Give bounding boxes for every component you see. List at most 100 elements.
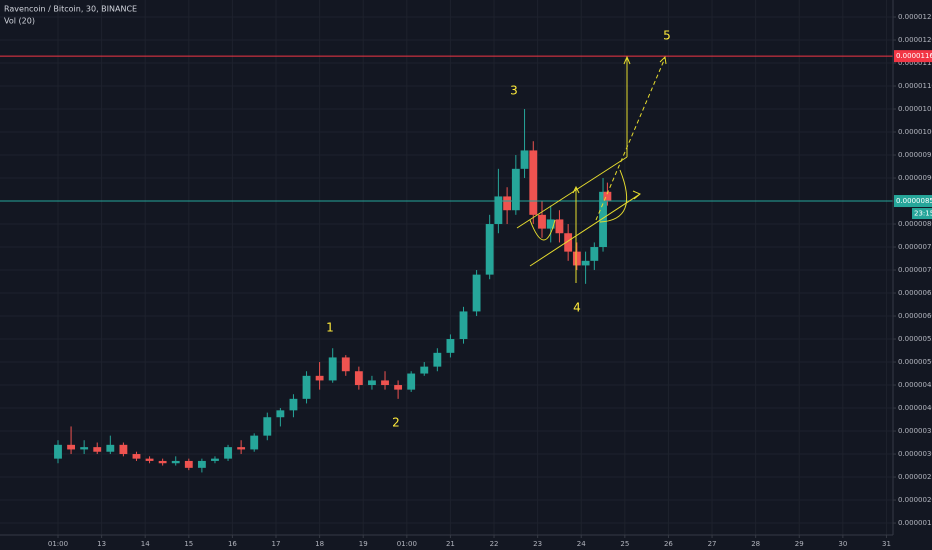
candle-body xyxy=(603,191,612,202)
x-tick-label: 26 xyxy=(664,540,673,548)
candle-body xyxy=(119,444,128,455)
x-tick-label: 01:00 xyxy=(48,540,68,548)
candle-body xyxy=(302,375,311,399)
y-tick-label: 0.00001050 xyxy=(898,105,932,113)
x-tick-label: 30 xyxy=(838,540,847,548)
candle-body xyxy=(237,447,246,450)
candle-body xyxy=(341,357,350,372)
candle-body xyxy=(54,444,62,459)
candle-body xyxy=(446,339,455,353)
candle-body xyxy=(211,458,219,461)
y-tick-label: 0.00001150 xyxy=(898,59,932,67)
candle-body xyxy=(538,214,546,229)
wave-label: 4 xyxy=(573,301,581,315)
candle-body xyxy=(368,380,376,386)
x-tick-label: 13 xyxy=(97,540,106,548)
candle-body xyxy=(184,460,193,468)
y-tick-label: 0.00000350 xyxy=(898,427,932,435)
candle-body xyxy=(250,435,259,450)
y-tick-label: 0.00000500 xyxy=(898,358,932,366)
x-tick-label: 27 xyxy=(708,540,717,548)
y-tick-label: 0.00000650 xyxy=(898,289,932,297)
x-tick-label: 15 xyxy=(184,540,193,548)
y-tick-label: 0.00000700 xyxy=(898,266,932,274)
x-tick-label: 29 xyxy=(795,540,804,548)
candle-body xyxy=(354,371,363,386)
wave-label: 3 xyxy=(510,84,518,98)
x-tick-label: 24 xyxy=(577,540,586,548)
grid xyxy=(0,0,893,535)
price-label: 0.00000850 xyxy=(896,197,932,205)
candle-body xyxy=(224,447,232,459)
candle-body xyxy=(158,460,167,464)
y-tick-label: 0.00000450 xyxy=(898,381,932,389)
y-tick-label: 0.00000750 xyxy=(898,243,932,251)
x-tick-label: 17 xyxy=(272,540,281,548)
candle-body xyxy=(93,447,102,452)
trend-line xyxy=(529,193,641,267)
candle-body xyxy=(494,196,503,225)
x-tick-label: 16 xyxy=(228,540,237,548)
candle-body xyxy=(564,233,573,252)
y-tick-label: 0.00000150 xyxy=(898,519,932,527)
candle-body xyxy=(520,150,529,169)
axis-panel xyxy=(893,0,932,550)
candle-body xyxy=(276,410,285,418)
arrow-head xyxy=(632,190,641,200)
x-tick-label: 31 xyxy=(882,540,891,548)
y-tick-label: 0.00000900 xyxy=(898,174,932,182)
wave-label: 1 xyxy=(326,321,334,335)
price-label: 0.00001165 xyxy=(896,52,932,60)
candle-body xyxy=(171,460,180,464)
candle-body xyxy=(472,274,481,312)
candle-body xyxy=(407,373,416,390)
y-tick-label: 0.00000800 xyxy=(898,220,932,228)
price-label-box xyxy=(894,50,932,63)
candle-body xyxy=(394,385,403,390)
x-tick-label: 21 xyxy=(446,540,455,548)
y-tick-label: 0.00001100 xyxy=(898,82,932,90)
y-tick-label: 0.00000300 xyxy=(898,450,932,458)
x-tick-label: 28 xyxy=(751,540,760,548)
wave-label: 2 xyxy=(392,416,400,430)
candle-body xyxy=(106,444,115,452)
x-tick-label: 22 xyxy=(490,540,499,548)
x-tick-label: 18 xyxy=(315,540,324,548)
x-tick-label: 01:00 xyxy=(397,540,417,548)
y-tick-label: 0.00001250 xyxy=(898,13,932,21)
trend-line xyxy=(516,156,628,229)
curve xyxy=(529,219,556,241)
drawings xyxy=(516,55,667,283)
y-tick-label: 0.00000400 xyxy=(898,404,932,412)
candle-body xyxy=(511,168,520,211)
wave-label: 5 xyxy=(663,29,671,43)
x-tick-label: 19 xyxy=(359,540,368,548)
chart-title: Ravencoin / Bitcoin, 30, BINANCE xyxy=(4,5,137,14)
countdown-box xyxy=(912,208,932,220)
x-tick-label: 23 xyxy=(533,540,542,548)
y-tick-label: 0.00000200 xyxy=(898,496,932,504)
candle-body xyxy=(581,260,590,266)
arrow-head xyxy=(623,55,631,65)
candle-body xyxy=(263,417,272,436)
candle-body xyxy=(420,366,429,374)
arrow-head xyxy=(659,55,667,65)
curve xyxy=(599,169,628,223)
candle-body xyxy=(289,398,298,411)
candle-body xyxy=(67,444,75,450)
projection-line xyxy=(595,57,666,221)
candle-body xyxy=(503,196,512,211)
candle-body xyxy=(381,380,389,386)
candle-body xyxy=(132,454,141,459)
y-tick-label: 0.00001000 xyxy=(898,128,932,136)
y-tick-label: 0.00000600 xyxy=(898,312,932,320)
candle-body xyxy=(555,219,564,234)
candle-body xyxy=(599,191,607,248)
candle-body xyxy=(433,352,442,367)
indicator-label: Vol (20) xyxy=(4,17,35,26)
candle-body xyxy=(529,150,538,215)
candle-body xyxy=(145,458,154,461)
